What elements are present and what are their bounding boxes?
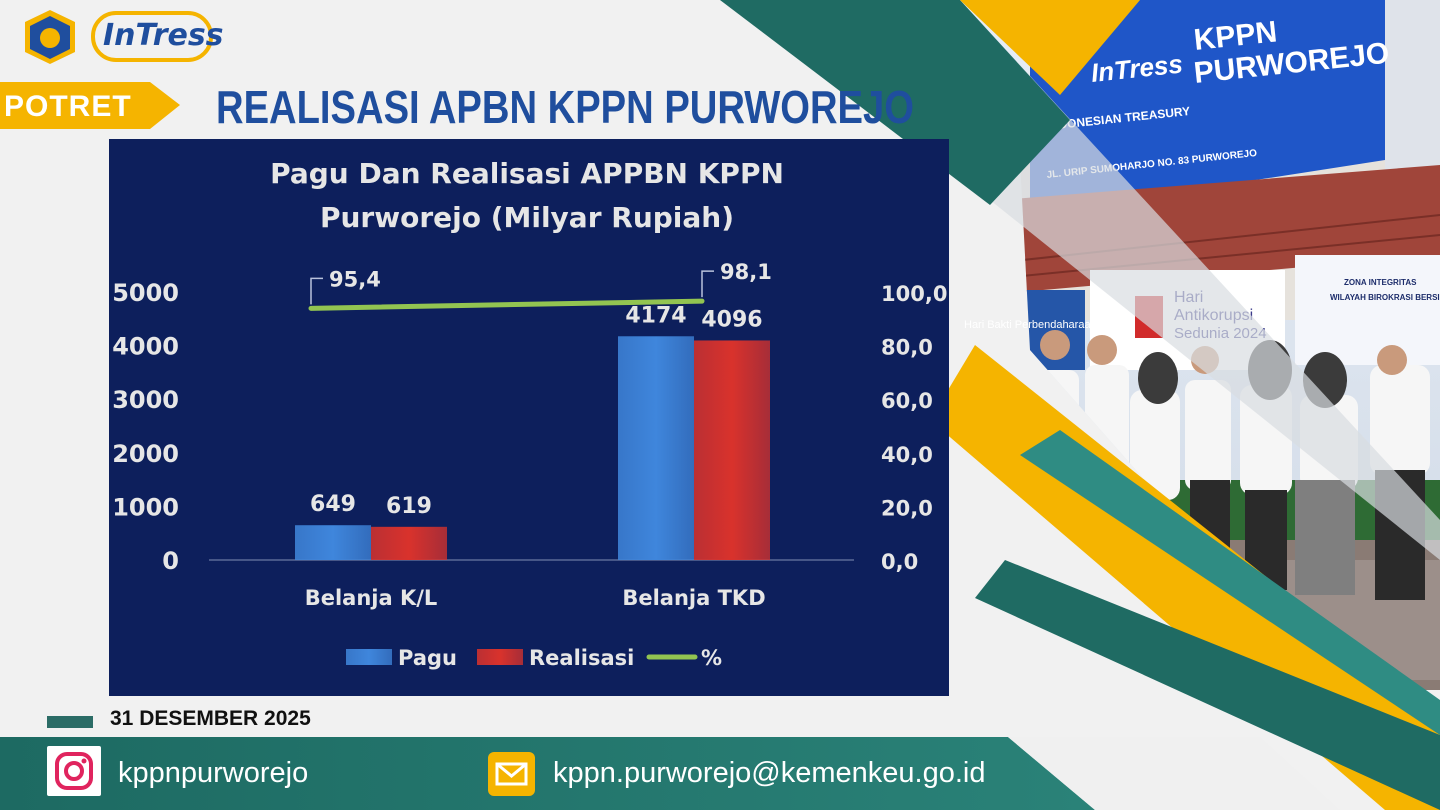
y-left-tick-label: 1000	[112, 493, 179, 521]
instagram-handle[interactable]: kppnpurworejo	[118, 757, 309, 789]
y-left-tick-label: 0	[162, 547, 179, 575]
x-category-label: Belanja TKD	[622, 586, 765, 610]
section-tab-label: POTRET	[4, 90, 132, 123]
email-address[interactable]: kppn.purworejo@kemenkeu.go.id	[553, 757, 986, 789]
line-percent	[308, 298, 705, 311]
teal-diagonal-lower	[975, 560, 1440, 810]
y-right-tick-label: 40,0	[881, 443, 933, 467]
y-right-tick-label: 60,0	[881, 389, 933, 413]
ministry-emblem-icon	[25, 10, 75, 64]
intress-logo	[91, 11, 213, 62]
x-category-label: Belanja K/L	[305, 586, 438, 610]
date-accent	[47, 716, 93, 728]
banner-3-line1: ZONA INTEGRITAS	[1344, 278, 1417, 287]
banner-3-line2: WILAYAH BIROKRASI BERSIH	[1330, 293, 1440, 302]
line-value-label: 98,1	[720, 260, 772, 284]
legend-label: %	[701, 646, 722, 670]
instagram-icon[interactable]	[47, 746, 101, 796]
line-label-leader	[310, 277, 323, 305]
yellow-diagonal-top	[960, 0, 1140, 95]
legend-label: Realisasi	[529, 646, 634, 670]
kppn-sign-board	[1030, 0, 1385, 215]
bar-realisasi	[694, 340, 770, 560]
chart-title-line1: Pagu Dan Realisasi APPBN KPPN	[270, 157, 784, 190]
intress-logo-text: InTress	[103, 18, 224, 53]
y-left-tick-label: 5000	[112, 279, 179, 307]
line-label-leader	[701, 270, 714, 298]
teal-diagonal-top	[720, 0, 1070, 205]
bar-line-chart: Pagu Dan Realisasi APPBN KPPN Purworejo …	[112, 157, 947, 670]
legend-swatch	[346, 649, 392, 665]
bar-value-label: 619	[386, 494, 432, 519]
y-right-tick-label: 0,0	[881, 550, 918, 574]
banner-zona-integritas	[1295, 255, 1440, 365]
bar-value-label: 4096	[701, 307, 762, 332]
bar-value-label: 649	[310, 492, 356, 517]
y-right-tick-label: 80,0	[881, 336, 933, 360]
banner-1-text: Hari Bakti Perbendaharaan	[964, 319, 1097, 331]
page-headline: REALISASI APBN KPPN PURWOREJO	[216, 81, 914, 133]
chart-title-line2: Purworejo (Milyar Rupiah)	[320, 201, 734, 234]
bar-pagu	[295, 525, 371, 560]
y-left-tick-label: 2000	[112, 440, 179, 468]
legend-label: Pagu	[398, 646, 457, 670]
legend-swatch	[477, 649, 523, 665]
y-left-tick-label: 3000	[112, 386, 179, 414]
potret-tab	[0, 82, 180, 129]
bar-pagu	[618, 336, 694, 560]
mail-icon[interactable]	[488, 752, 535, 796]
y-right-tick-label: 100,0	[881, 282, 947, 306]
line-value-label: 95,4	[329, 267, 381, 291]
footer-bar	[0, 737, 1095, 810]
teal-diagonal-mid	[1020, 430, 1440, 735]
y-left-tick-label: 4000	[112, 333, 179, 361]
report-date: 31 DESEMBER 2025	[110, 707, 311, 730]
y-right-tick-label: 20,0	[881, 496, 933, 520]
bar-realisasi	[371, 526, 447, 560]
bar-value-label: 4174	[625, 303, 686, 328]
chart-panel: Pagu Dan Realisasi APPBN KPPN Purworejo …	[109, 139, 949, 696]
